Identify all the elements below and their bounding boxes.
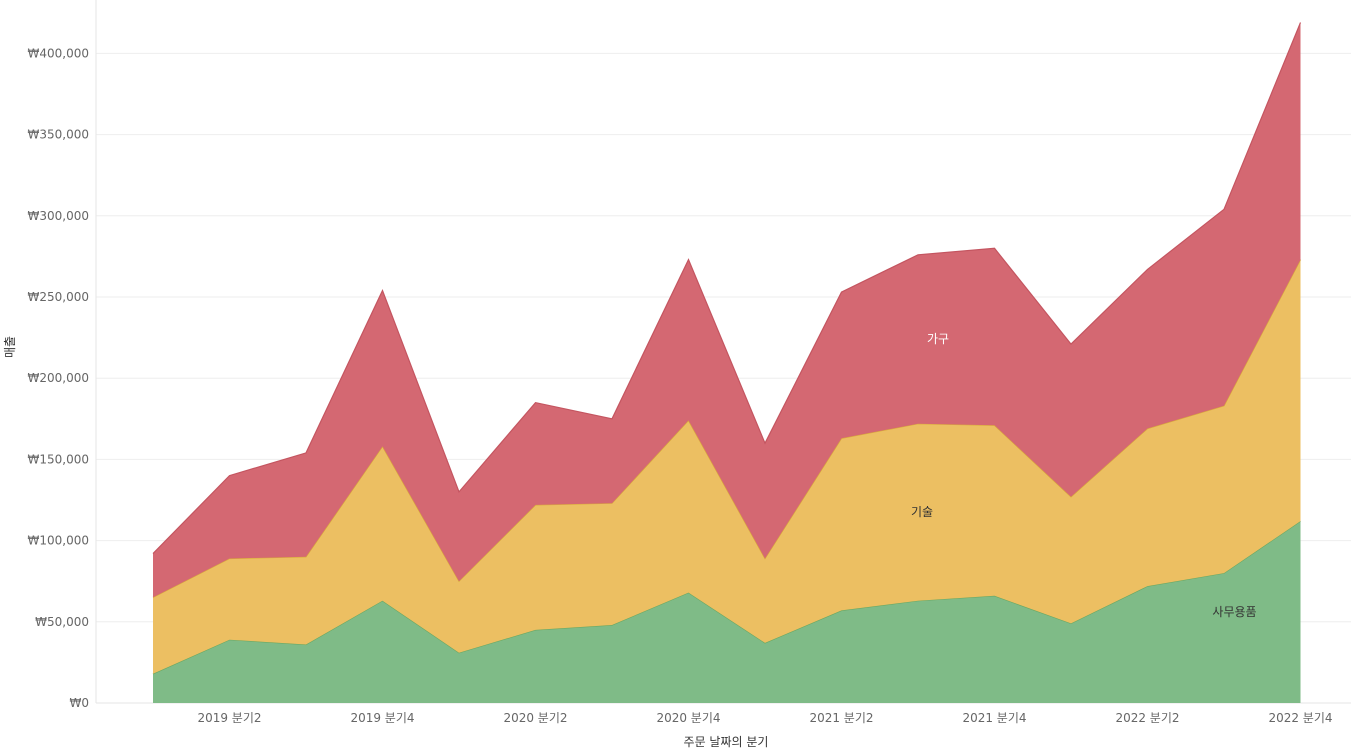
y-tick-label: ₩300,000	[28, 209, 90, 223]
series-labels: 사무용품 기술 가구	[911, 332, 1257, 619]
x-tick-label: 2020 분기2	[503, 711, 567, 725]
y-tick-label: ₩0	[70, 696, 90, 710]
y-axis-title: 매출	[3, 336, 17, 358]
series-area	[153, 22, 1301, 598]
y-tick-label: ₩350,000	[28, 128, 90, 142]
series-label: 사무용품	[1212, 605, 1256, 619]
series-area	[153, 259, 1301, 674]
x-tick-label: 2021 분기4	[962, 711, 1026, 725]
x-axis-title: 주문 날짜의 분기	[684, 735, 769, 749]
x-tick-label: 2019 분기2	[197, 711, 261, 725]
x-tick-label: 2022 분기4	[1268, 711, 1332, 725]
series-area	[153, 521, 1301, 703]
x-tick-label: 2021 분기2	[809, 711, 873, 725]
series-label: 기술	[911, 505, 933, 519]
y-tick-label: ₩100,000	[28, 534, 90, 548]
y-tick-label: ₩150,000	[28, 452, 90, 466]
y-tick-labels: ₩0 ₩50,000 ₩100,000 ₩150,000 ₩200,000 ₩250,00…	[28, 46, 90, 710]
x-tick-labels: 2019 분기2 2019 분기4 2020 분기2 2020 분기4 2021 분기2…	[197, 711, 1332, 725]
x-tick-label: 2022 분기2	[1115, 711, 1179, 725]
y-tick-label: ₩250,000	[28, 290, 90, 304]
y-tick-label: ₩200,000	[28, 371, 90, 385]
series-areas	[152, 22, 1302, 703]
x-tick-label: 2020 분기4	[656, 711, 720, 725]
y-tick-label: ₩50,000	[35, 615, 89, 629]
x-tick-label: 2019 분기4	[350, 711, 414, 725]
y-tick-label: ₩400,000	[28, 46, 90, 60]
series-line	[152, 22, 1302, 555]
series-label: 가구	[927, 332, 949, 346]
